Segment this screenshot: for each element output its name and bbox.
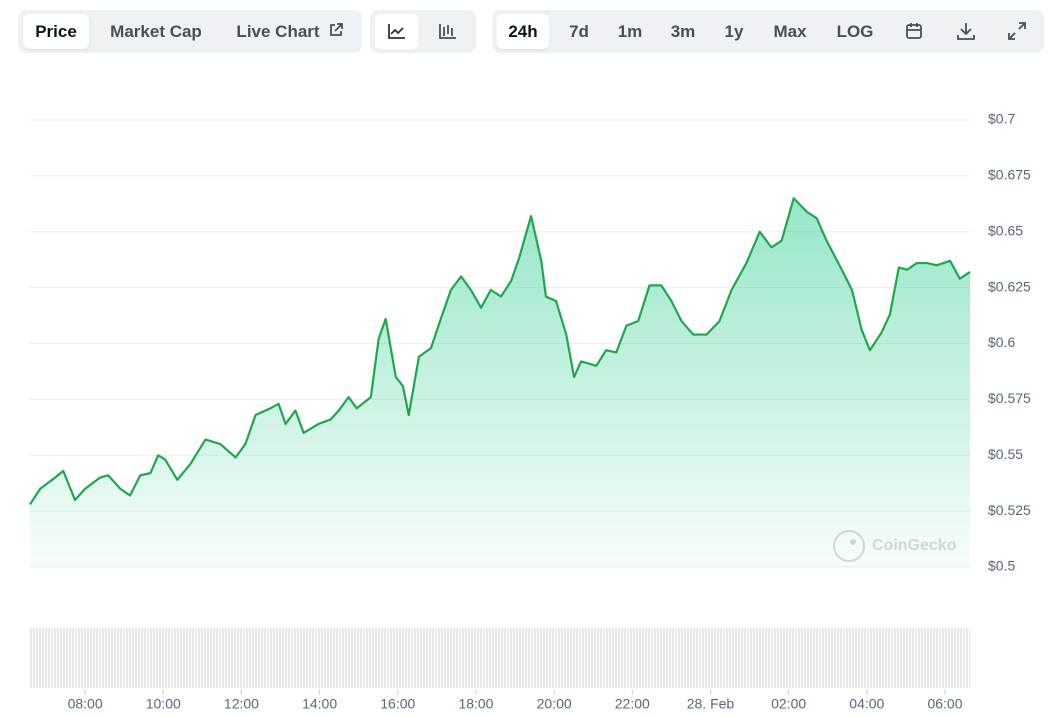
x-tick-label: 18:00	[458, 696, 493, 712]
candle-icon[interactable]	[439, 23, 457, 39]
view-group: Price Market Cap Live Chart	[18, 10, 362, 53]
y-tick-label: $0.5	[988, 558, 1015, 574]
x-tick-label: 16:00	[380, 696, 415, 712]
price-area	[30, 198, 970, 567]
y-tick-label: $0.6	[988, 334, 1015, 350]
x-tick-label: 02:00	[771, 696, 806, 712]
x-tick-label: 10:00	[146, 696, 181, 712]
range-3m[interactable]: 3m	[670, 22, 696, 41]
watermark-text: CoinGecko	[872, 537, 957, 554]
log-button[interactable]: LOG	[836, 22, 874, 41]
y-tick-label: $0.675	[988, 167, 1031, 183]
range-7d[interactable]: 7d	[569, 22, 589, 41]
line-icon	[388, 24, 405, 39]
calendar-icon[interactable]	[906, 22, 922, 40]
range-1m[interactable]: 1m	[617, 22, 643, 41]
x-tick-label: 20:00	[537, 696, 572, 712]
x-tick-label: 22:00	[615, 696, 650, 712]
chart-type-group	[370, 10, 476, 53]
y-tick-label: $0.55	[988, 446, 1023, 462]
y-tick-label: $0.525	[988, 502, 1031, 518]
price-button[interactable]: Price	[23, 14, 89, 49]
x-tick-label: 04:00	[849, 696, 884, 712]
range-group: 24h 7d 1m 3m 1y Max LOG	[492, 10, 1044, 53]
x-tick-label: 14:00	[302, 696, 337, 712]
x-tick-label: 06:00	[927, 696, 962, 712]
watermark: CoinGecko	[833, 530, 957, 562]
external-icon	[330, 23, 343, 36]
live-chart-button[interactable]: Live Chart	[236, 22, 320, 41]
y-tick-label: $0.65	[988, 222, 1023, 238]
x-tick-label: 12:00	[224, 696, 259, 712]
line-chart-button[interactable]	[375, 14, 418, 49]
y-tick-label: $0.625	[988, 278, 1031, 294]
range-1y[interactable]: 1y	[724, 22, 744, 41]
price-line	[29, 197, 971, 506]
download-icon[interactable]	[957, 22, 975, 40]
volume-band	[30, 628, 970, 688]
range-24h[interactable]: 24h	[496, 14, 550, 49]
expand-icon[interactable]	[1008, 22, 1026, 40]
market-cap-button[interactable]: Market Cap	[110, 22, 202, 41]
y-tick-label: $0.575	[988, 390, 1031, 406]
x-tick-label: 08:00	[68, 696, 103, 712]
x-tick-label: 28. Feb	[687, 696, 735, 712]
y-tick-label: $0.7	[988, 111, 1015, 127]
range-max[interactable]: Max	[773, 22, 807, 41]
